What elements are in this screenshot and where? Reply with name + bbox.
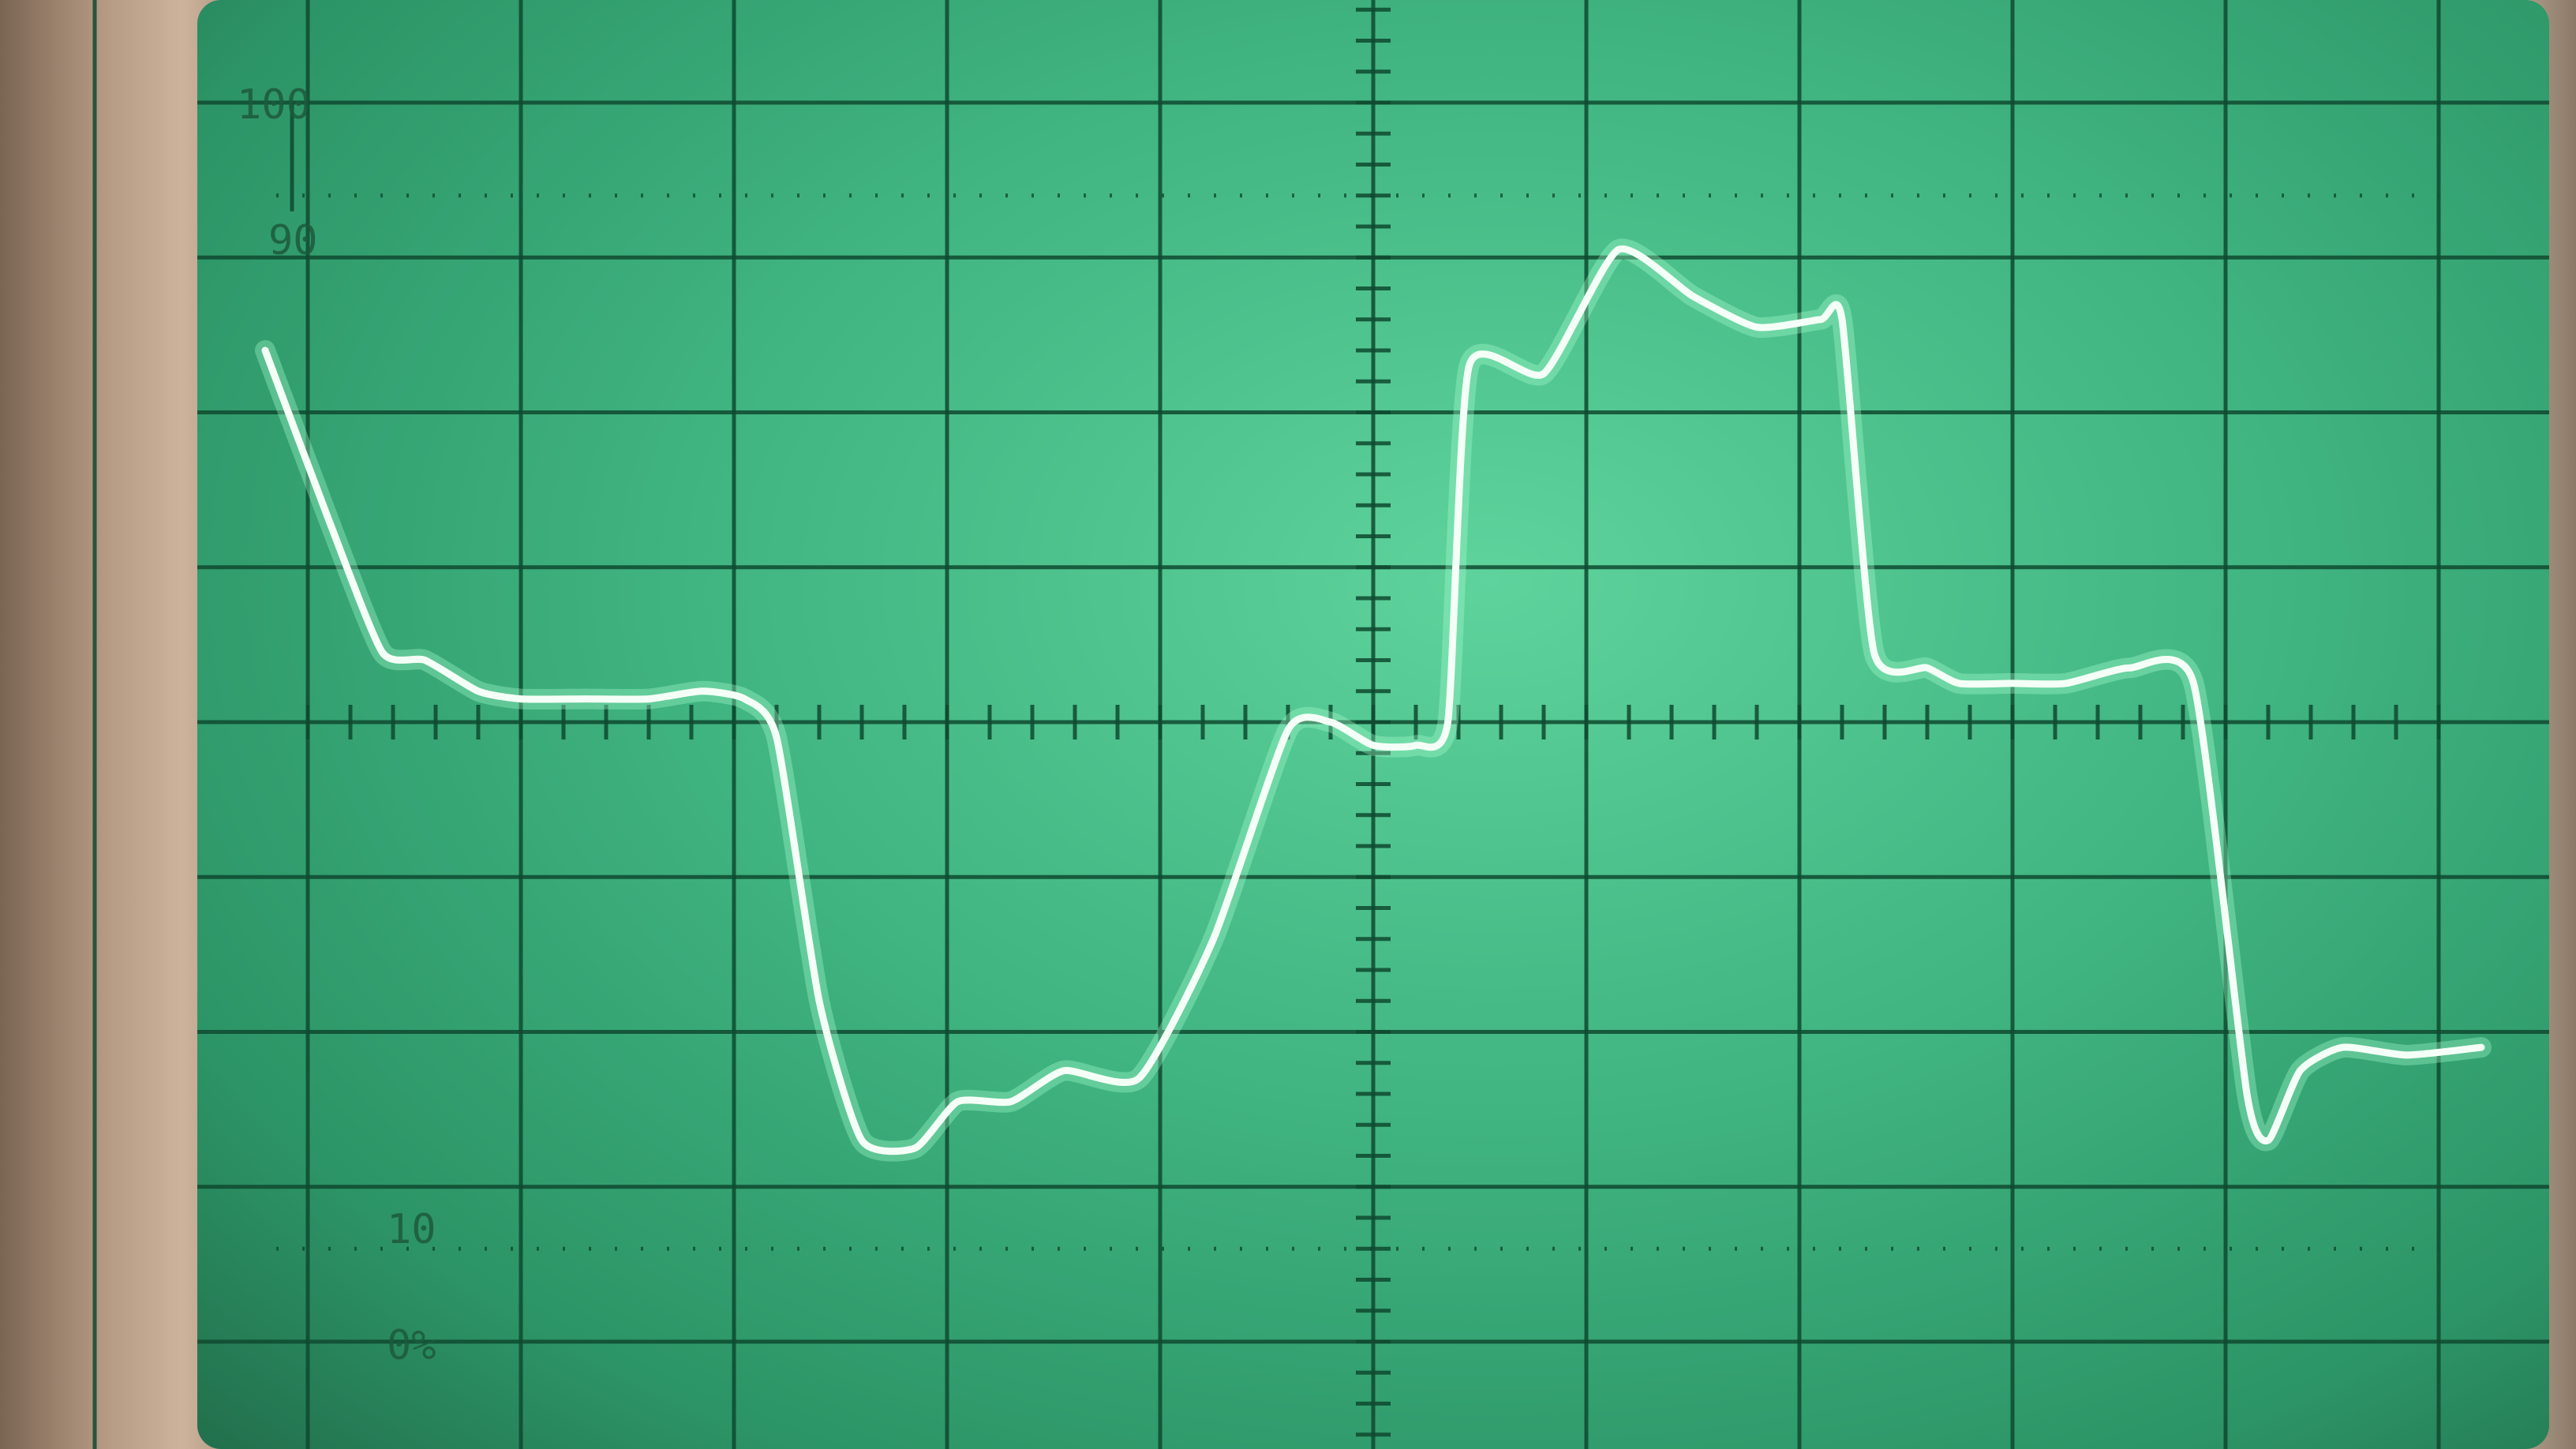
trace-point xyxy=(646,695,652,702)
trace-point xyxy=(698,687,706,695)
trace-point xyxy=(1541,370,1547,377)
trace-point xyxy=(1327,719,1334,725)
trace-point xyxy=(2297,1067,2304,1074)
trace-point xyxy=(475,687,481,695)
trace-point xyxy=(2478,1044,2484,1051)
graticule xyxy=(92,0,2549,1449)
trace-point xyxy=(1413,742,1419,749)
trace-point xyxy=(1008,1098,1014,1105)
trace-point xyxy=(2339,1044,2346,1051)
trace-point xyxy=(2403,1051,2410,1058)
label-100: 100 xyxy=(237,81,311,129)
label-0-percent: 0% xyxy=(387,1322,436,1369)
trace-point xyxy=(2062,680,2069,687)
trace-point xyxy=(859,1136,865,1144)
trace-point xyxy=(1615,246,1622,253)
trace-point xyxy=(2244,1091,2250,1097)
trace-point xyxy=(1754,324,1760,331)
trace-points xyxy=(262,246,2484,1151)
trace-point xyxy=(912,1144,919,1151)
trace-point xyxy=(1061,1067,1068,1074)
trace-point xyxy=(773,734,780,741)
trace-point xyxy=(1870,649,1878,656)
scale-labels: 100 90 10 0% xyxy=(237,81,436,1369)
trace-point xyxy=(262,347,268,354)
trace-point xyxy=(1444,719,1451,725)
trace-point xyxy=(2190,680,2197,687)
label-90: 90 xyxy=(268,217,318,264)
trace-point xyxy=(326,517,332,524)
trace-point xyxy=(1956,680,1963,687)
trace-point xyxy=(2265,1136,2271,1144)
trace-point xyxy=(1924,665,1930,672)
trace-point xyxy=(1136,1075,1142,1082)
trace-point xyxy=(518,695,524,702)
trace-point xyxy=(741,695,748,702)
trace-point xyxy=(1285,726,1291,733)
trace-point xyxy=(1466,362,1473,369)
trace-point xyxy=(2009,680,2016,687)
trace-point xyxy=(1210,935,1217,942)
trace-point xyxy=(954,1098,961,1105)
label-10: 10 xyxy=(387,1206,436,1253)
trace-point xyxy=(816,998,822,1005)
trace-point xyxy=(379,649,386,656)
trace-point xyxy=(1690,293,1696,300)
trace-point xyxy=(2126,665,2133,672)
trace-point xyxy=(1839,316,1845,323)
trace-point xyxy=(421,657,429,664)
trace-point xyxy=(1370,742,1376,749)
trace-point xyxy=(1818,316,1824,323)
trace-point xyxy=(582,695,588,702)
